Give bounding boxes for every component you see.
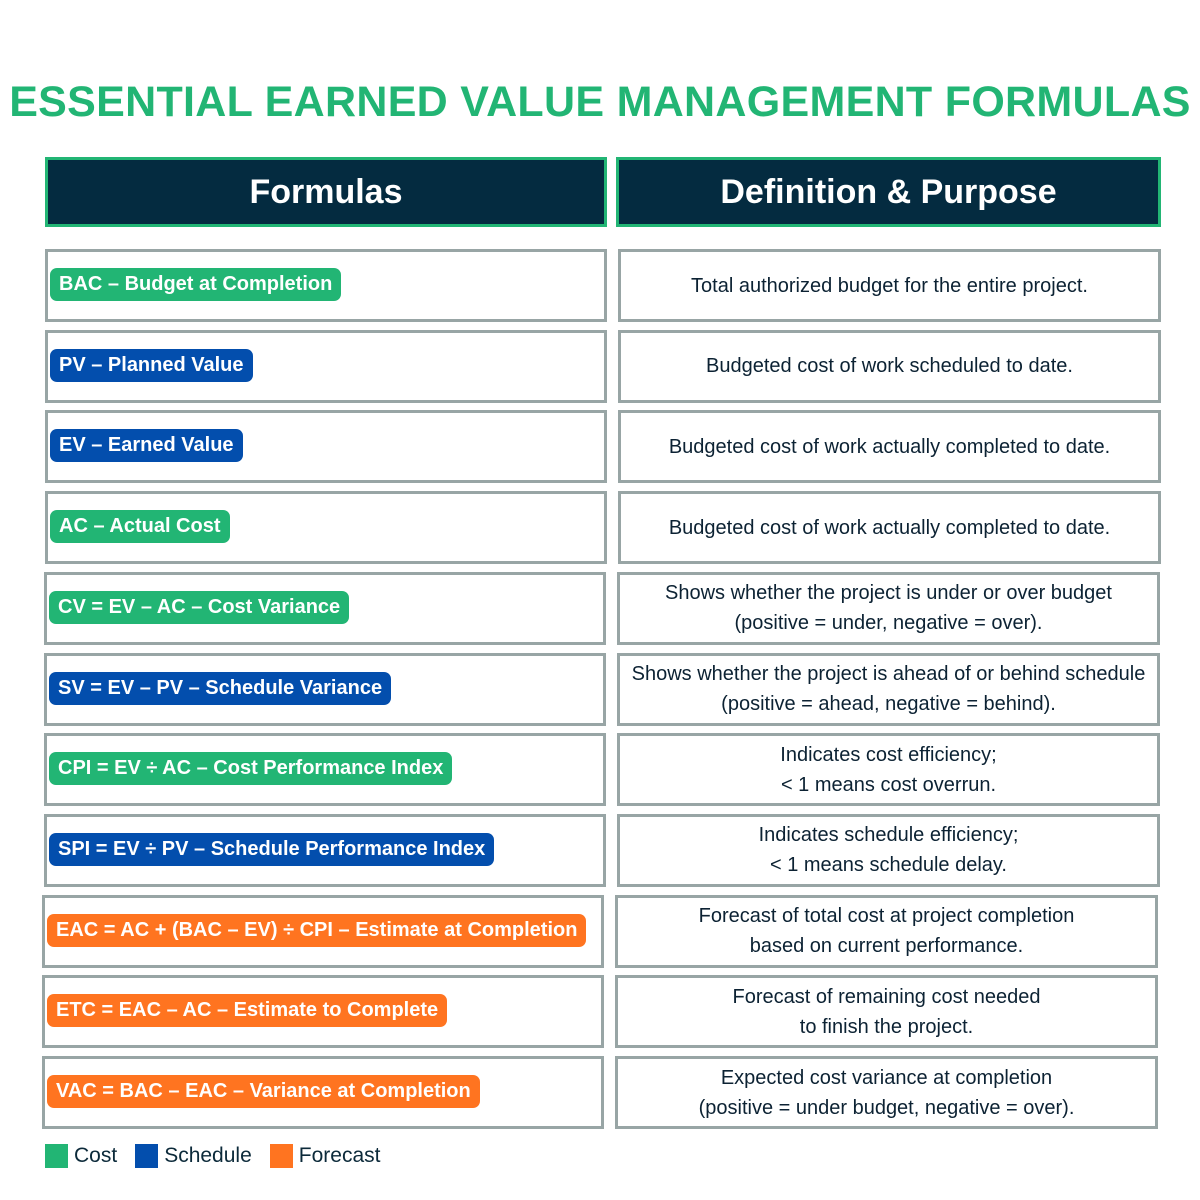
definition-cell: Budgeted cost of work actually completed… [618,491,1161,565]
definition-text: Total authorized budget for the entire p… [691,274,1088,297]
definition-text: Budgeted cost of work actually completed… [668,516,1111,539]
formula-cell: PV – Planned Value [45,329,607,403]
formula-cell: VAC = BAC – EAC – Variance at Completion [42,1056,604,1129]
page-title: ESSENTIAL EARNED VALUE MANAGEMENT FORMUL… [9,78,1191,126]
definition-text: Forecast of total cost at project comple… [698,905,1075,958]
formula-badge: VAC = BAC – EAC – Variance at Completion [47,1075,480,1108]
legend-swatch [135,1144,159,1168]
formula-cell: AC – Actual Cost [45,491,607,565]
legend-item-forecast: Forecast [269,1144,381,1168]
legend-label: Schedule [164,1144,252,1167]
legend-item-cost: Cost [45,1144,117,1168]
formula-badge: EV – Earned Value [50,429,243,463]
legend-label: Cost [74,1144,118,1167]
formula-badge: CV = EV – AC – Cost Variance [49,590,350,624]
definition-text: Shows whether the project is ahead of or… [631,663,1146,715]
definition-cell: Total authorized budget for the entire p… [618,249,1161,322]
formula-cell: CPI = EV ÷ AC – Cost Performance Index [44,733,606,807]
legend-swatch [269,1144,293,1168]
definition-text: Forecast of remaining cost needed to fin… [732,985,1041,1038]
definition-text: Indicates schedule efficiency; < 1 means… [758,824,1019,877]
formula-badge: AC – Actual Cost [50,510,230,544]
definition-cell: Indicates schedule efficiency; < 1 means… [617,813,1160,887]
formula-cell: BAC – Budget at Completion [45,249,607,322]
legend-label: Forecast [298,1144,381,1167]
definition-cell: Forecast of remaining cost needed to fin… [615,975,1158,1049]
definition-text: Indicates cost efficiency; < 1 means cos… [780,743,997,796]
formula-badge: CPI = EV ÷ AC – Cost Performance Index [49,752,453,786]
formula-badge: SV = EV – PV – Schedule Variance [49,671,392,705]
formula-badge: SPI = EV ÷ PV – Schedule Performance Ind… [49,832,495,866]
definition-cell: Indicates cost efficiency; < 1 means cos… [617,733,1160,807]
definition-cell: Budgeted cost of work actually completed… [618,410,1161,484]
definition-cell: Expected cost variance at completion (po… [615,1056,1158,1129]
formula-badge: EAC = AC + (BAC – EV) ÷ CPI – Estimate a… [47,913,587,947]
formula-badge: BAC – Budget at Completion [50,268,342,301]
formula-badge: ETC = EAC – AC – Estimate to Complete [47,994,448,1028]
formula-cell: EAC = AC + (BAC – EV) ÷ CPI – Estimate a… [42,894,604,968]
definition-cell: Shows whether the project is under or ov… [617,571,1160,645]
formula-cell: CV = EV – AC – Cost Variance [44,571,606,645]
definition-text: Budgeted cost of work actually completed… [668,435,1111,458]
definition-text: Budgeted cost of work scheduled to date. [706,355,1073,378]
definition-cell: Budgeted cost of work scheduled to date. [618,329,1161,403]
formula-badge: PV – Planned Value [50,348,253,382]
legend-swatch [45,1144,68,1168]
definition-text: Shows whether the project is under or ov… [665,582,1112,635]
formula-cell: ETC = EAC – AC – Estimate to Complete [42,975,604,1049]
definition-cell: Shows whether the project is ahead of or… [617,652,1160,726]
formula-cell: EV – Earned Value [45,410,607,484]
header-definition: Definition & Purpose [616,157,1161,227]
formula-cell: SPI = EV ÷ PV – Schedule Performance Ind… [44,813,606,887]
legend-item-schedule: Schedule [135,1144,252,1168]
formula-cell: SV = EV – PV – Schedule Variance [44,652,606,726]
header-formulas: Formulas [45,157,607,227]
legend: Cost Schedule Forecast [45,1144,398,1168]
definition-text: Expected cost variance at completion (po… [698,1066,1075,1119]
definition-cell: Forecast of total cost at project comple… [615,894,1158,968]
